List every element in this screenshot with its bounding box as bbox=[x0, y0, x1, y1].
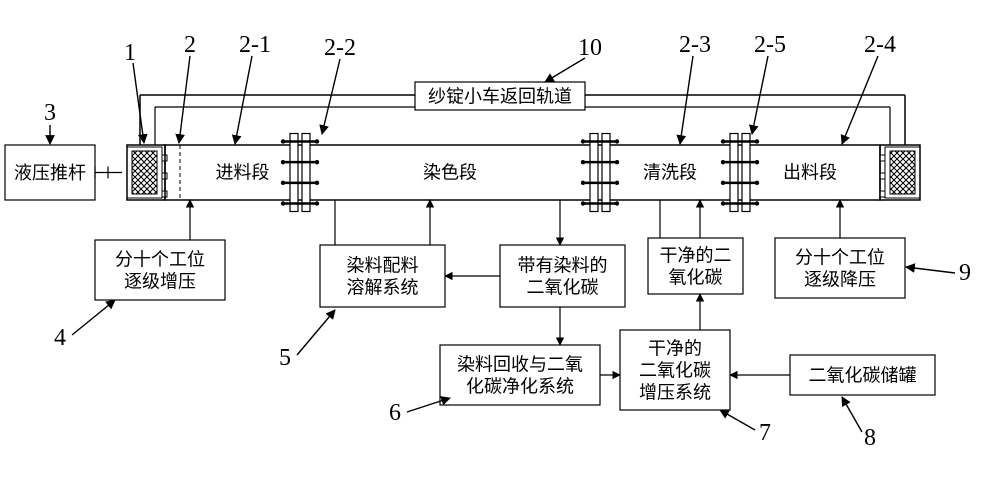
callout-number: 2-5 bbox=[754, 32, 786, 58]
bolt-head bbox=[315, 181, 319, 185]
depressurize-box-label: 分十个工位 bbox=[795, 247, 885, 267]
flange-plate bbox=[302, 134, 310, 212]
section-label: 清洗段 bbox=[643, 163, 697, 183]
dye-recover-box-label: 染料回收与二氧 bbox=[457, 354, 583, 374]
section-label: 出料段 bbox=[783, 163, 837, 183]
bolt-head bbox=[755, 201, 759, 205]
bolt-head bbox=[281, 201, 285, 205]
callout-leader bbox=[322, 59, 340, 134]
bolt-head bbox=[615, 139, 619, 143]
callout-leader bbox=[720, 410, 755, 430]
callout-leader bbox=[545, 58, 585, 82]
callout-number: 7 bbox=[759, 420, 771, 446]
callout-leader bbox=[906, 267, 955, 273]
callout-number: 8 bbox=[864, 425, 876, 451]
pipe-section bbox=[165, 145, 880, 200]
pressurize-box-label: 逐级增压 bbox=[124, 271, 196, 291]
callout-leader bbox=[133, 63, 144, 143]
callout-leader bbox=[179, 56, 190, 143]
flange-plate bbox=[742, 134, 750, 212]
callout-leader bbox=[297, 310, 335, 355]
co2-boost-box-label: 二氧化碳 bbox=[639, 360, 711, 380]
bolt-head bbox=[581, 181, 585, 185]
co2-with-dye-box-label: 带有染料的 bbox=[518, 255, 608, 275]
callout-leader bbox=[72, 300, 115, 335]
bolt-head bbox=[721, 160, 725, 164]
flange-plate bbox=[730, 134, 738, 212]
clean-co2-up-box-label: 干净的二 bbox=[660, 245, 732, 265]
bolt-head bbox=[755, 139, 759, 143]
hydraulic-pushrod-box-label: 液压推杆 bbox=[14, 163, 86, 183]
depressurize-box-label: 逐级降压 bbox=[804, 269, 876, 289]
dye-mix-box bbox=[320, 245, 445, 307]
clean-co2-up-box-label: 氧化碳 bbox=[669, 267, 723, 287]
bolt-head bbox=[281, 139, 285, 143]
bolt-head bbox=[581, 139, 585, 143]
pressurize-box-label: 分十个工位 bbox=[115, 249, 205, 269]
bolt-head bbox=[615, 160, 619, 164]
co2-with-dye-box bbox=[500, 245, 625, 307]
bolt-head bbox=[721, 201, 725, 205]
return-track-box-label: 纱锭小车返回轨道 bbox=[428, 86, 572, 106]
end-cap-hatch bbox=[890, 151, 915, 194]
flange-plate bbox=[590, 134, 598, 212]
bolt-head bbox=[581, 201, 585, 205]
dye-mix-box-label: 染料配料 bbox=[347, 255, 419, 275]
callout-number: 5 bbox=[279, 345, 291, 371]
bolt-head bbox=[615, 201, 619, 205]
callout-number: 2-3 bbox=[679, 32, 711, 58]
bolt-head bbox=[281, 181, 285, 185]
bolt-head bbox=[581, 160, 585, 164]
callout-number: 2 bbox=[184, 32, 196, 58]
bolt-head bbox=[755, 160, 759, 164]
callout-number: 3 bbox=[44, 100, 56, 126]
bolt-head bbox=[755, 181, 759, 185]
callout-leader bbox=[680, 56, 693, 144]
bolt-head bbox=[281, 160, 285, 164]
co2-boost-box-label: 增压系统 bbox=[639, 382, 711, 402]
bolt-head bbox=[721, 139, 725, 143]
co2-boost-box-label: 干净的 bbox=[648, 338, 702, 358]
bolt-head bbox=[315, 139, 319, 143]
callout-number: 9 bbox=[959, 260, 971, 286]
dye-mix-box-label: 溶解系统 bbox=[347, 277, 419, 297]
bolt-head bbox=[721, 181, 725, 185]
flange-plate bbox=[602, 134, 610, 212]
callout-leader bbox=[235, 56, 252, 144]
bolt-head bbox=[615, 181, 619, 185]
section-label: 染色段 bbox=[423, 163, 477, 183]
callout-number: 10 bbox=[578, 35, 602, 61]
co2-with-dye-box-label: 二氧化碳 bbox=[527, 277, 599, 297]
callout-number: 1 bbox=[124, 40, 136, 66]
dye-recover-box-label: 化碳净化系统 bbox=[466, 376, 574, 396]
end-cap-hatch bbox=[132, 151, 157, 194]
bolt-head bbox=[315, 201, 319, 205]
callout-number: 2-1 bbox=[239, 32, 271, 58]
co2-tank-box-label: 二氧化碳储罐 bbox=[809, 365, 917, 385]
flange-plate bbox=[290, 134, 298, 212]
callout-leader bbox=[842, 56, 878, 144]
section-label: 进料段 bbox=[216, 163, 270, 183]
callout-number: 4 bbox=[54, 325, 66, 351]
callout-number: 2-4 bbox=[864, 32, 896, 58]
callout-number: 6 bbox=[389, 400, 401, 426]
bolt-head bbox=[315, 160, 319, 164]
callout-number: 2-2 bbox=[324, 35, 356, 61]
callout-leader bbox=[842, 397, 862, 432]
